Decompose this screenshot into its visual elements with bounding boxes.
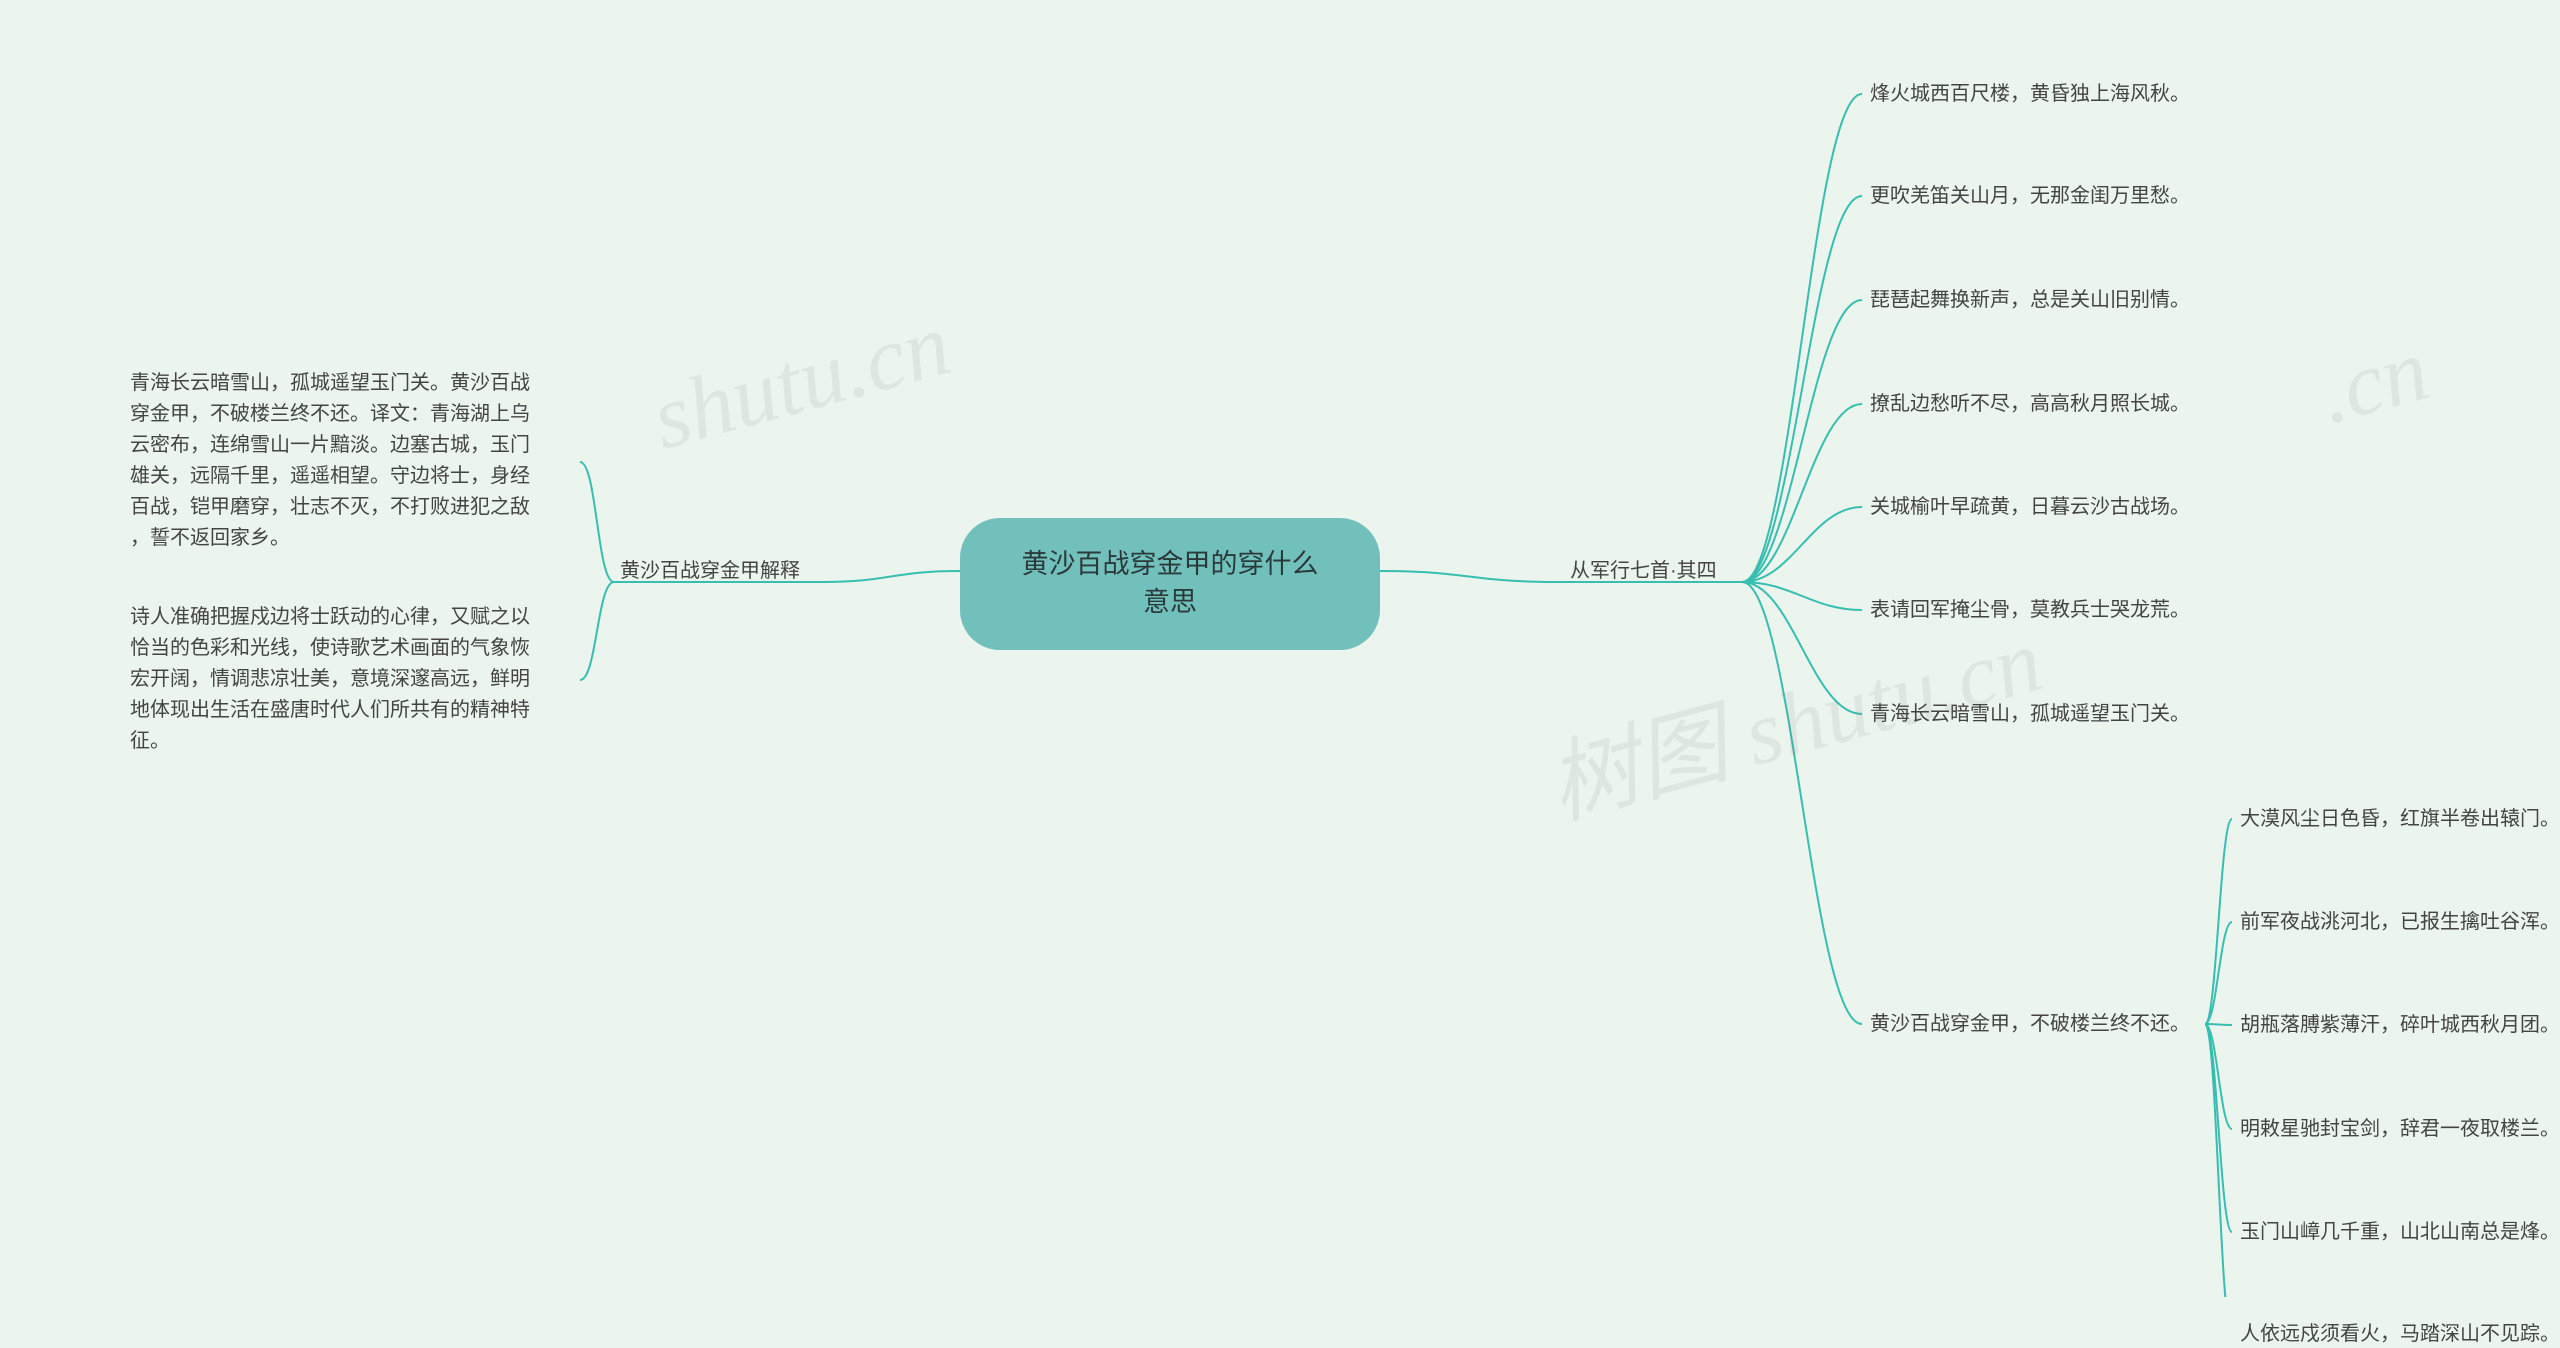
- mindmap-canvas: shutu.cn 树图 shutu.cn .cn 黄沙百战穿金甲的穿什么 意思 …: [0, 0, 2560, 1297]
- right-child-2: 琵琶起舞换新声，总是关山旧别情。: [1870, 286, 2190, 314]
- right-child-7[interactable]: 黄沙百战穿金甲，不破楼兰终不还。: [1870, 1010, 2190, 1038]
- watermark: .cn: [2309, 318, 2439, 445]
- watermark: shutu.cn: [642, 293, 961, 471]
- grandchild-4: 玉门山嶂几千重，山北山南总是烽。: [2240, 1218, 2560, 1246]
- right-branch-label[interactable]: 从军行七首·其四: [1570, 557, 1717, 585]
- right-child-1: 更吹羌笛关山月，无那金闺万里愁。: [1870, 182, 2190, 210]
- left-branch-label[interactable]: 黄沙百战穿金甲解释: [620, 557, 800, 585]
- root-node[interactable]: 黄沙百战穿金甲的穿什么 意思: [960, 518, 1380, 650]
- right-child-6: 青海长云暗雪山，孤城遥望玉门关。: [1870, 700, 2190, 728]
- grandchild-5: 人依远戍须看火，马踏深山不见踪。: [2240, 1320, 2560, 1348]
- right-child-5: 表请回军掩尘骨，莫教兵士哭龙荒。: [1870, 596, 2190, 624]
- grandchild-1: 前军夜战洮河北，已报生擒吐谷浑。: [2240, 908, 2560, 936]
- grandchild-0: 大漠风尘日色昏，红旗半卷出辕门。: [2240, 805, 2560, 833]
- grandchild-3: 明敕星驰封宝剑，辞君一夜取楼兰。: [2240, 1115, 2560, 1143]
- right-child-4: 关城榆叶早疏黄，日暮云沙古战场。: [1870, 493, 2190, 521]
- grandchild-2: 胡瓶落膊紫薄汗，碎叶城西秋月团。: [2240, 1011, 2560, 1039]
- left-child-1: 诗人准确把握戍边将士跃动的心律，又赋之以 恰当的色彩和光线，使诗歌艺术画面的气象…: [130, 602, 580, 757]
- left-child-0: 青海长云暗雪山，孤城遥望玉门关。黄沙百战 穿金甲，不破楼兰终不还。译文：青海湖上…: [130, 368, 580, 554]
- right-child-3: 撩乱边愁听不尽，高高秋月照长城。: [1870, 390, 2190, 418]
- right-child-0: 烽火城西百尺楼，黄昏独上海风秋。: [1870, 80, 2190, 108]
